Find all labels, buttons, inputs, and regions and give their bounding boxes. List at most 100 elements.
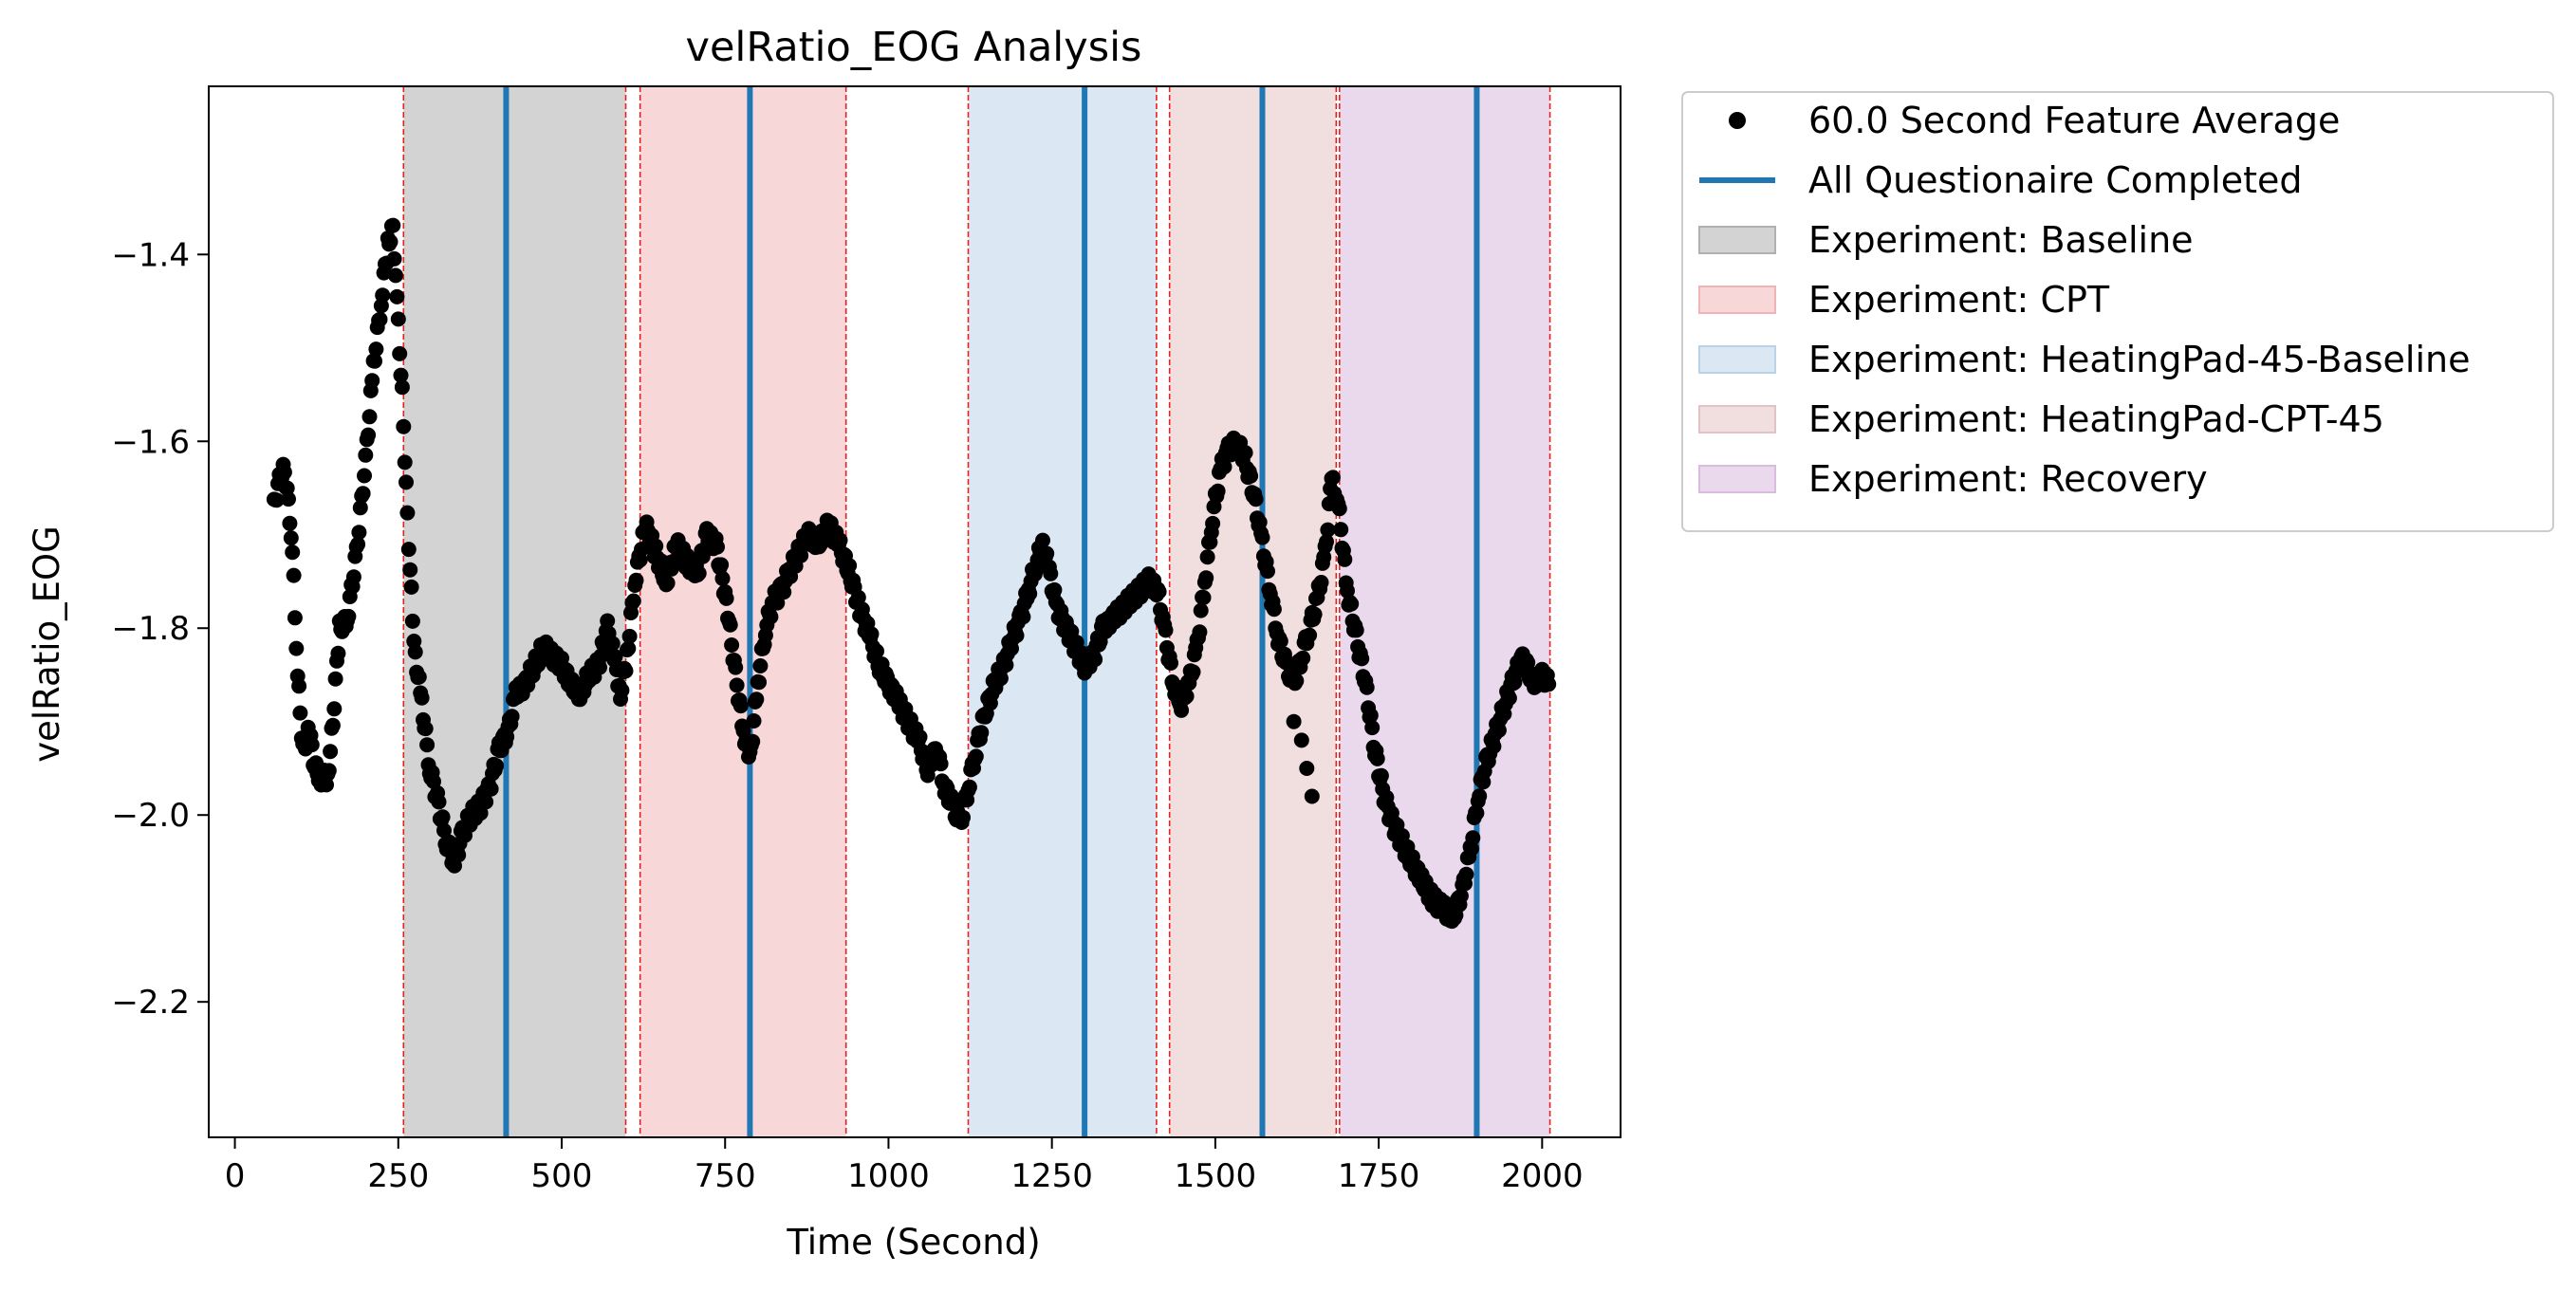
data-point [1307, 606, 1323, 622]
data-point [330, 645, 346, 661]
data-point [1337, 551, 1353, 567]
legend-patch-icon [1698, 465, 1776, 493]
legend-box [1681, 91, 2554, 532]
data-point [1501, 691, 1517, 706]
data-point [324, 717, 341, 733]
data-point [1465, 830, 1481, 846]
legend-label: Experiment: HeatingPad-45-Baseline [1808, 339, 2471, 380]
x-tick-label: 250 [367, 1157, 429, 1195]
data-point [722, 617, 738, 633]
data-point [451, 847, 467, 863]
data-point [367, 353, 382, 369]
data-point [388, 267, 403, 284]
data-point [361, 427, 377, 443]
legend-label: Experiment: Baseline [1808, 219, 2194, 261]
data-point [729, 677, 745, 693]
data-point [417, 721, 434, 737]
data-point [399, 505, 416, 521]
data-point [751, 674, 767, 691]
data-point [327, 671, 343, 687]
data-point [358, 447, 374, 463]
legend-label: Experiment: Recovery [1808, 458, 2208, 500]
data-point [1151, 583, 1167, 599]
data-point [998, 657, 1014, 673]
legend-patch-icon [1698, 345, 1776, 374]
data-point [1286, 713, 1302, 729]
y-axis-label: velRatio_EOG [27, 526, 67, 763]
legend-patch-icon [1698, 286, 1776, 314]
data-point [869, 643, 884, 659]
data-point [1248, 491, 1264, 507]
data-point [728, 659, 744, 675]
data-point [431, 794, 447, 810]
data-point [426, 773, 441, 789]
legend-label: Experiment: HeatingPad-CPT-45 [1808, 398, 2384, 440]
data-point [1369, 750, 1385, 766]
data-point [691, 565, 707, 581]
data-point [396, 418, 412, 434]
data-point [710, 539, 725, 555]
plot-area: 0 250 500 750 1000 1250 1500 1750 2000 −2.2 −2.0 −1… [111, 85, 1622, 1195]
data-point [386, 250, 402, 267]
data-point [604, 636, 621, 652]
data-point [746, 713, 762, 728]
data-point [355, 486, 371, 502]
data-point [400, 542, 417, 558]
data-point [411, 669, 427, 685]
data-point [283, 530, 299, 546]
data-point [404, 613, 420, 629]
data-point [1015, 609, 1031, 625]
data-point [1254, 529, 1270, 545]
data-point [361, 409, 378, 425]
data-point [341, 608, 357, 624]
data-point [1472, 788, 1488, 804]
data-point [659, 575, 676, 591]
data-point [326, 701, 343, 717]
x-tick-label: 1250 [1010, 1157, 1093, 1195]
data-point [1198, 570, 1214, 586]
data-point [973, 725, 990, 741]
data-point [288, 640, 305, 656]
legend-label: Experiment: CPT [1808, 279, 2110, 321]
data-point [628, 572, 644, 588]
data-point [382, 233, 398, 249]
data-point [714, 570, 731, 586]
data-point [1364, 720, 1381, 736]
data-point [1359, 679, 1375, 695]
data-point [281, 491, 296, 507]
data-point [1354, 651, 1370, 667]
legend-label: All Questionaire Completed [1808, 159, 2303, 201]
data-point [749, 692, 765, 708]
data-point [1373, 767, 1389, 784]
legend: 60.0 Second Feature Average All Questiona… [1681, 91, 2554, 532]
data-point [1216, 459, 1232, 475]
data-point [1331, 501, 1347, 517]
data-point [618, 663, 634, 679]
data-point [832, 532, 848, 548]
data-point [364, 373, 380, 389]
data-point [607, 649, 623, 665]
data-point [357, 468, 372, 484]
chart-title: velRatio_EOG Analysis [686, 24, 1142, 71]
data-point [1486, 738, 1502, 754]
data-point [1288, 673, 1305, 689]
data-point [600, 613, 616, 629]
legend-patch-icon [1698, 226, 1776, 254]
data-point [732, 698, 749, 714]
data-point [389, 288, 405, 304]
data-point [1195, 590, 1212, 605]
data-point [1320, 522, 1336, 538]
data-point [1193, 602, 1209, 618]
data-point [435, 809, 451, 825]
data-point [1047, 581, 1063, 598]
data-point [842, 558, 858, 574]
y-tick-label: −2.0 [111, 797, 190, 835]
data-point [478, 794, 494, 810]
data-point [398, 474, 414, 490]
data-point [1304, 788, 1320, 804]
data-point [407, 644, 423, 660]
data-point [1022, 585, 1038, 601]
data-point [961, 779, 977, 795]
data-point [625, 593, 641, 609]
data-point [968, 748, 984, 765]
